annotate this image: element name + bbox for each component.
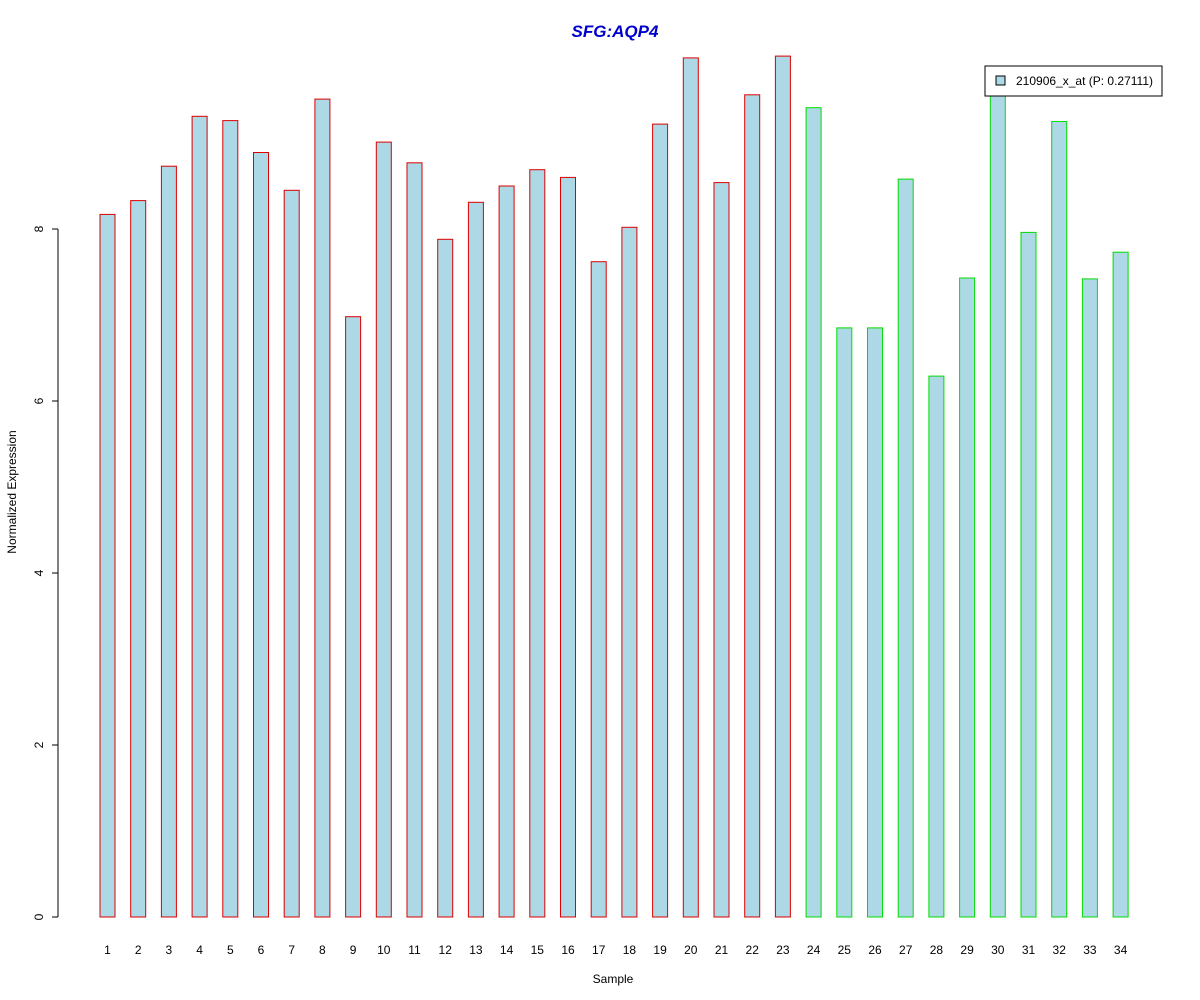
x-tick-label: 10 [377,943,391,957]
x-tick-label: 9 [350,943,357,957]
bar-sample-25 [836,327,853,918]
x-tick-label: 29 [960,943,974,957]
bar-sample-10 [375,141,392,918]
x-tick-label: 27 [899,943,913,957]
x-tick-label: 30 [991,943,1005,957]
x-tick-label: 28 [930,943,944,957]
bar-group [99,55,1129,918]
legend: 210906_x_at (P: 0.27111) [984,65,1163,97]
x-tick-label: 23 [776,943,790,957]
x-tick-label: 3 [166,943,173,957]
x-tick-label: 2 [135,943,142,957]
x-tick-label: 14 [500,943,514,957]
y-tick-label: 0 [32,913,46,920]
bar-sample-26 [867,327,883,918]
x-tick-label: 18 [623,943,637,957]
bar-sample-11 [406,162,423,918]
x-tick-label: 32 [1053,943,1067,957]
x-tick-label: 5 [227,943,234,957]
bar-sample-3 [160,165,177,918]
x-tick-label: 19 [653,943,667,957]
x-tick-label: 17 [592,943,606,957]
x-tick-label: 16 [561,943,575,957]
x-tick-label: 11 [408,943,421,957]
bar-sample-19 [652,123,669,918]
bar-sample-4 [191,115,208,918]
x-tick-label: 26 [868,943,882,957]
bar-sample-7 [283,189,300,918]
x-tick-label: 6 [258,943,265,957]
x-tick-label: 13 [469,943,483,957]
x-tick-label: 34 [1114,943,1128,957]
x-axis-label: Sample [593,972,634,986]
legend-label: 210906_x_at (P: 0.27111) [1016,74,1153,88]
bar-sample-32 [1051,121,1068,918]
y-axis: 0 2 4 6 8 [32,225,59,920]
x-tick-label: 33 [1083,943,1097,957]
y-tick-label: 2 [32,741,46,748]
x-tick-label: 15 [531,943,545,957]
bar-sample-12 [437,238,454,918]
x-tick-label: 20 [684,943,698,957]
x-axis-tick-labels: 1 2 3 4 5 6 7 8 9 10 11 12 13 14 15 16 17 18 19 20 21 22 23 24 2… [104,943,1127,957]
bar-sample-5 [222,120,239,918]
x-tick-label: 21 [715,943,729,957]
bar-sample-16 [560,176,576,918]
x-tick-label: 24 [807,943,821,957]
bar-sample-30 [989,81,1006,918]
bar-sample-18 [621,226,638,918]
y-tick-label: 8 [32,225,46,232]
bar-sample-34 [1112,251,1129,918]
bar-sample-8 [314,98,331,918]
y-axis-label: Normalized Expression [5,430,19,553]
bar-sample-28 [928,375,945,918]
bar-sample-15 [529,169,546,918]
x-tick-label: 7 [288,943,295,957]
y-tick-label: 6 [32,397,46,404]
bar-sample-13 [467,201,484,918]
chart-title: SFG:AQP4 [572,22,659,41]
x-tick-label: 22 [746,943,760,957]
x-tick-label: 31 [1022,943,1036,957]
bar-sample-23 [774,55,791,918]
x-tick-label: 8 [319,943,326,957]
bar-sample-17 [590,261,607,918]
bar-sample-29 [959,277,976,918]
x-tick-label: 12 [439,943,453,957]
bar-sample-14 [498,185,515,918]
bar-sample-31 [1020,231,1037,918]
x-tick-label: 4 [196,943,203,957]
bar-sample-27 [897,178,914,918]
bar-sample-21 [713,182,730,918]
y-tick-label: 4 [32,569,46,576]
bar-sample-33 [1081,278,1098,918]
bar-sample-1 [99,213,116,918]
bar-sample-6 [253,152,269,918]
bar-sample-2 [130,200,147,918]
x-tick-label: 1 [104,943,111,957]
bar-sample-24 [805,107,822,918]
bar-sample-22 [744,94,761,918]
legend-swatch [995,75,1006,86]
x-tick-label: 25 [838,943,852,957]
bar-sample-20 [682,57,699,918]
legend-box [984,65,1163,97]
bar-sample-9 [345,316,362,918]
